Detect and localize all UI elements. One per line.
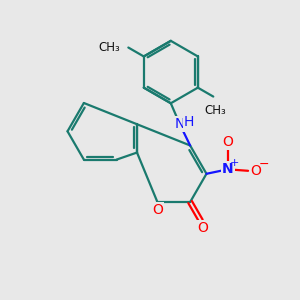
Text: O: O [222, 135, 233, 149]
Text: O: O [251, 164, 262, 178]
Text: N: N [222, 162, 234, 176]
Text: O: O [197, 221, 208, 235]
Text: N: N [175, 117, 185, 131]
Text: CH₃: CH₃ [204, 104, 226, 117]
Text: H: H [184, 115, 194, 129]
Text: +: + [230, 158, 239, 168]
Text: O: O [152, 203, 163, 217]
Text: −: − [259, 158, 270, 171]
Text: CH₃: CH₃ [98, 41, 120, 54]
